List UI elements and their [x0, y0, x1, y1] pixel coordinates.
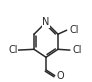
Text: Cl: Cl: [9, 45, 18, 55]
Text: O: O: [56, 71, 64, 81]
Text: Cl: Cl: [72, 45, 82, 55]
Text: N: N: [42, 17, 50, 27]
Text: Cl: Cl: [69, 25, 79, 35]
